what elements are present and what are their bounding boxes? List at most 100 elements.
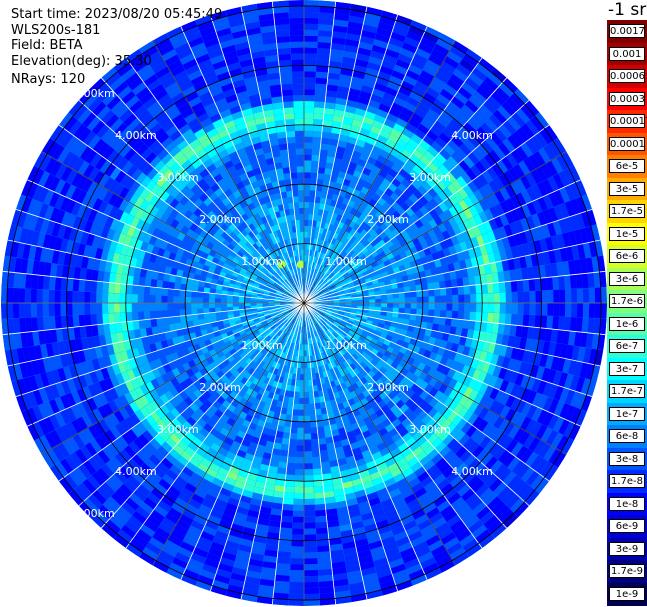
range-gate xyxy=(453,191,464,203)
range-gate xyxy=(371,250,379,258)
range-gate xyxy=(422,309,429,316)
range-gate xyxy=(292,528,304,535)
range-gate xyxy=(510,208,521,222)
range-gate xyxy=(365,277,372,283)
range-gate xyxy=(353,169,362,179)
range-gate xyxy=(456,362,465,373)
range-gate xyxy=(304,362,308,369)
range-gate xyxy=(304,136,313,143)
range-gate xyxy=(463,139,477,152)
range-gate xyxy=(197,303,204,309)
range-gate xyxy=(291,415,299,422)
range-gate xyxy=(441,418,452,431)
range-gate xyxy=(568,230,578,246)
range-gate xyxy=(319,586,335,594)
range-gate xyxy=(419,215,429,226)
range-gate xyxy=(433,400,444,412)
range-gate xyxy=(324,288,331,293)
range-gate xyxy=(348,417,358,425)
range-gate xyxy=(331,169,340,177)
range-gate xyxy=(468,497,483,511)
range-gate xyxy=(391,163,402,174)
range-gate xyxy=(366,156,377,166)
range-gate xyxy=(309,261,313,269)
range-gate xyxy=(333,346,339,353)
range-gate xyxy=(547,176,559,192)
range-gate xyxy=(343,313,350,318)
range-gate xyxy=(355,433,365,442)
range-gate xyxy=(36,303,43,317)
range-gate xyxy=(428,397,439,408)
range-gate xyxy=(542,381,553,397)
range-gate xyxy=(552,173,565,190)
range-gate xyxy=(31,274,39,289)
range-gate xyxy=(424,212,434,222)
range-gate xyxy=(371,88,385,98)
range-gate xyxy=(244,299,251,303)
range-gate xyxy=(345,33,361,42)
range-gate xyxy=(565,246,574,261)
range-gate xyxy=(363,306,370,310)
range-gate xyxy=(346,365,353,373)
range-gate xyxy=(337,85,350,94)
range-gate xyxy=(6,287,14,303)
range-gate xyxy=(418,225,428,235)
range-gate xyxy=(330,275,337,281)
range-gate xyxy=(367,362,375,371)
range-gate xyxy=(317,313,324,318)
range-gate xyxy=(380,243,389,252)
range-gate xyxy=(568,260,576,275)
range-gate xyxy=(317,271,322,278)
range-gate xyxy=(398,334,406,342)
range-gate xyxy=(325,277,331,284)
range-gate xyxy=(436,555,453,568)
range-gate xyxy=(439,560,456,573)
range-gate xyxy=(552,416,565,433)
range-gate xyxy=(321,185,329,193)
range-gate xyxy=(285,474,295,481)
range-gate xyxy=(387,303,394,308)
range-gate xyxy=(378,129,391,139)
range-gate xyxy=(516,463,530,479)
range-gate xyxy=(497,485,512,501)
range-gate xyxy=(304,124,314,131)
range-gate xyxy=(507,116,521,131)
range-gate xyxy=(476,466,490,480)
range-gate xyxy=(371,551,387,562)
range-gate xyxy=(276,557,291,565)
range-gate xyxy=(350,310,357,315)
range-gate xyxy=(376,568,393,579)
range-gate xyxy=(304,71,316,78)
range-gate xyxy=(479,157,492,171)
range-gate xyxy=(573,259,582,275)
range-gate xyxy=(352,230,360,239)
range-gate xyxy=(353,427,362,437)
range-gate xyxy=(374,269,382,276)
range-gate xyxy=(447,139,460,152)
range-gate xyxy=(449,519,465,533)
range-gate xyxy=(424,26,442,39)
range-gate xyxy=(498,418,510,433)
range-gate xyxy=(489,193,500,206)
range-gate xyxy=(480,321,488,332)
range-gate xyxy=(149,310,157,320)
range-gate xyxy=(347,21,364,30)
range-gate xyxy=(363,299,370,303)
range-gate xyxy=(333,330,340,337)
range-gate xyxy=(361,147,372,157)
range-gate xyxy=(452,224,462,236)
range-gate xyxy=(484,385,494,398)
range-gate xyxy=(387,298,394,303)
range-gate xyxy=(339,243,346,251)
range-gate xyxy=(304,516,316,523)
range-gate xyxy=(510,149,524,164)
range-gate xyxy=(167,303,174,311)
range-gate xyxy=(491,500,506,515)
range-gate xyxy=(304,445,312,452)
range-gate xyxy=(318,24,333,32)
range-gate xyxy=(325,344,331,351)
range-gate xyxy=(475,483,489,498)
range-gate xyxy=(491,322,499,334)
range-gate xyxy=(113,293,121,303)
range-gate xyxy=(473,214,483,226)
